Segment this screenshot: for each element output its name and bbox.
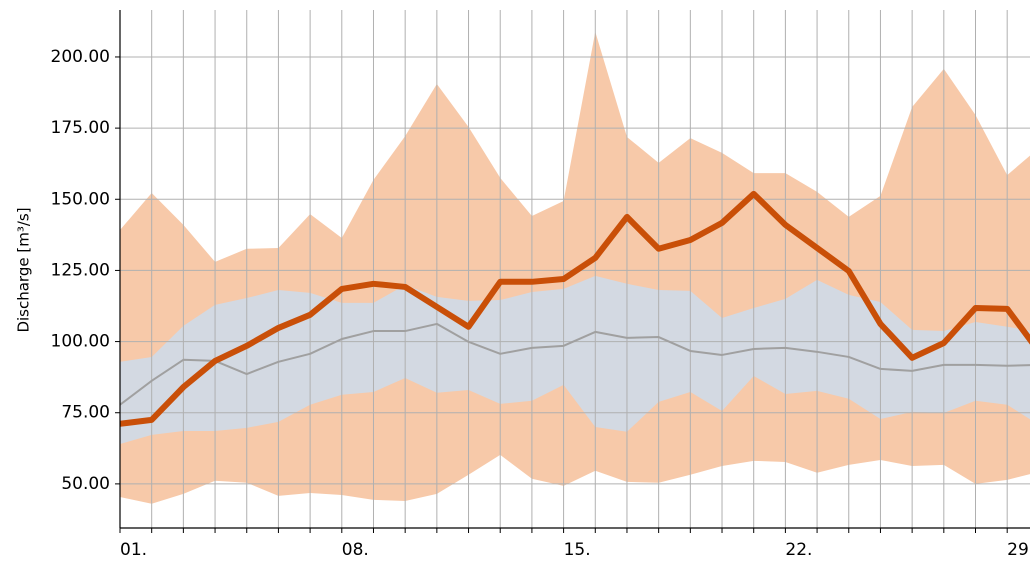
y-tick-label: 200.00 [51, 47, 110, 67]
y-tick-label: 75.00 [61, 403, 110, 423]
band [120, 275, 1030, 445]
axes: 50.00 75.00 100.00 125.00 150.00 175.00 200.00… [51, 10, 1030, 560]
plot-area [120, 10, 1030, 528]
y-tick-label: 175.00 [51, 118, 110, 138]
y-tick-label: 150.00 [51, 189, 110, 209]
x-tick-label: 08. [342, 540, 369, 560]
y-tick-label: 125.00 [51, 260, 110, 280]
line [120, 190, 1030, 427]
y-tick-label: 50.00 [61, 474, 110, 494]
y-axis-label: Discharge [m³/s] [15, 207, 33, 332]
x-tick-label: 15. [564, 540, 591, 560]
x-tick-label: 22. [785, 540, 812, 560]
y-tick-label: 100.00 [51, 332, 110, 352]
x-tick-label: 29. [1007, 540, 1030, 560]
line [120, 322, 1030, 406]
x-tick-label: 01. [120, 540, 147, 560]
